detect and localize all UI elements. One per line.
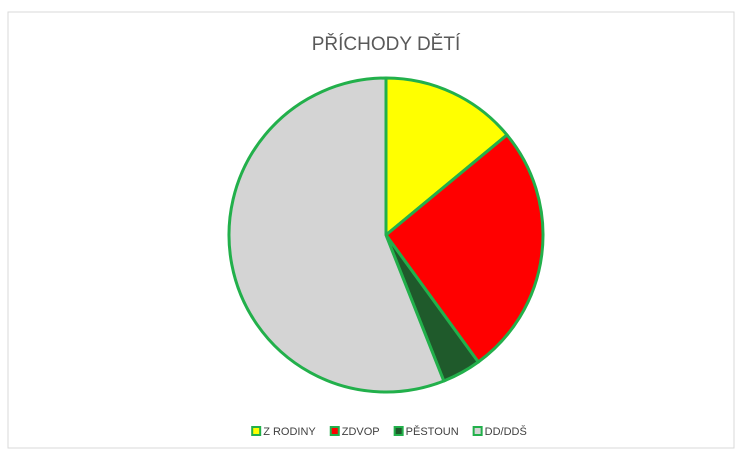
- legend-swatch: [251, 426, 262, 436]
- legend-swatch: [329, 426, 340, 436]
- chart-title: PŘÍCHODY DĚTÍ: [312, 33, 461, 55]
- pie-slice: [384, 76, 509, 237]
- legend-swatch: [393, 426, 404, 436]
- legend-label: PĚSTOUN: [406, 425, 459, 438]
- legend-label: ZDVOP: [342, 426, 380, 438]
- pie-slice: [227, 76, 446, 394]
- pie-slice: [384, 133, 545, 364]
- legend-label: Z RODINY: [263, 426, 316, 438]
- legend-swatch: [472, 426, 483, 436]
- legend-label: DD/DDŠ: [485, 425, 527, 438]
